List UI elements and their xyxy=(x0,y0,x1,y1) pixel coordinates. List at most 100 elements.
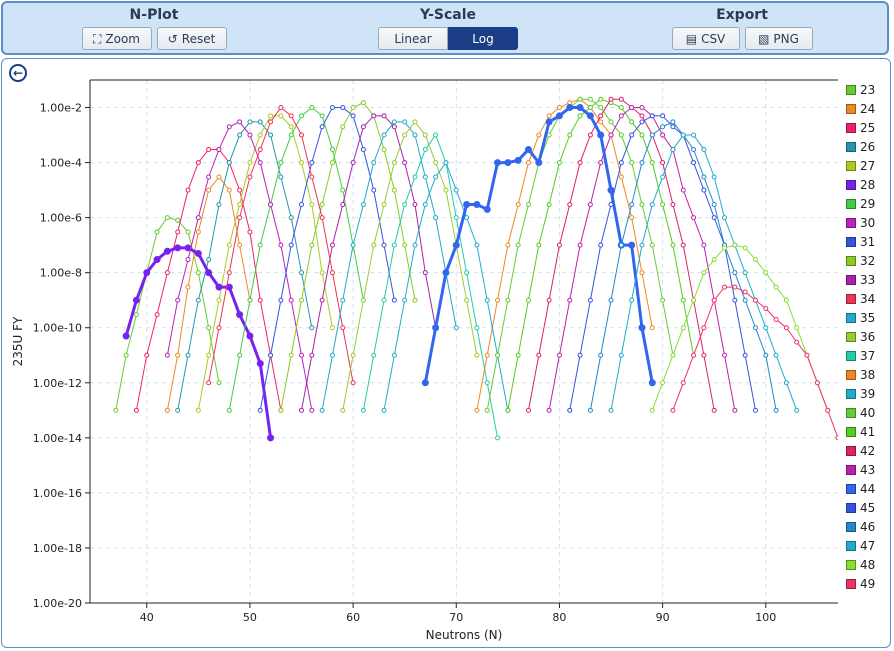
legend-item-35[interactable]: 35 xyxy=(846,308,886,327)
legend-label: 35 xyxy=(860,310,876,325)
series-line-37 xyxy=(362,133,499,438)
legend-item-43[interactable]: 43 xyxy=(846,460,886,479)
export-title: Export xyxy=(716,7,768,23)
legend-label: 37 xyxy=(860,348,876,363)
series-line-35 xyxy=(321,121,457,411)
legend-item-27[interactable]: 27 xyxy=(846,156,886,175)
data-point xyxy=(175,297,181,303)
y-tick-label: 1.00e-14 xyxy=(33,432,82,445)
data-point xyxy=(660,201,666,207)
legend-item-41[interactable]: 41 xyxy=(846,422,886,441)
data-point xyxy=(319,113,325,119)
reset-button[interactable]: ↺ Reset xyxy=(156,27,227,50)
data-point xyxy=(122,332,130,340)
data-point xyxy=(556,352,562,358)
data-point xyxy=(329,105,335,111)
file-icon: ▤ xyxy=(685,31,698,46)
data-point xyxy=(814,380,820,386)
legend-item-25[interactable]: 25 xyxy=(846,118,886,137)
data-point xyxy=(205,269,213,277)
data-point xyxy=(649,242,655,248)
data-point xyxy=(206,257,212,263)
data-point xyxy=(639,160,645,166)
legend-item-26[interactable]: 26 xyxy=(846,137,886,156)
legend-item-36[interactable]: 36 xyxy=(846,327,886,346)
legend-item-37[interactable]: 37 xyxy=(846,346,886,365)
data-point xyxy=(329,325,335,331)
legend-item-28[interactable]: 28 xyxy=(846,175,886,194)
data-point xyxy=(154,229,160,235)
data-point xyxy=(371,187,377,193)
data-point xyxy=(319,201,325,207)
linear-button[interactable]: Linear xyxy=(378,27,448,50)
reset-label: Reset xyxy=(181,31,216,46)
legend-swatch xyxy=(846,84,856,95)
legend-label: 26 xyxy=(860,139,876,154)
data-point xyxy=(329,270,335,276)
data-point xyxy=(608,96,614,102)
legend-swatch xyxy=(846,578,856,589)
legend-item-46[interactable]: 46 xyxy=(846,517,886,536)
legend-item-29[interactable]: 29 xyxy=(846,194,886,213)
legend-item-40[interactable]: 40 xyxy=(846,403,886,422)
data-point xyxy=(412,174,418,180)
legend-item-48[interactable]: 48 xyxy=(846,555,886,574)
legend-item-30[interactable]: 30 xyxy=(846,213,886,232)
legend-item-44[interactable]: 44 xyxy=(846,479,886,498)
zoom-button[interactable]: ⛶ Zoom xyxy=(81,27,152,50)
data-point xyxy=(412,132,418,138)
legend: 23 24 25 26 27 28 29 30 31 32 33 34 35 36 37 38 39 40 41 42… xyxy=(846,80,886,593)
data-point xyxy=(732,242,738,248)
y-tick-label: 1.00e-12 xyxy=(33,377,82,390)
legend-item-24[interactable]: 24 xyxy=(846,99,886,118)
data-point xyxy=(206,174,212,180)
legend-item-39[interactable]: 39 xyxy=(846,384,886,403)
data-point xyxy=(433,174,439,180)
legend-item-32[interactable]: 32 xyxy=(846,251,886,270)
legend-swatch xyxy=(846,217,856,228)
data-point xyxy=(175,217,181,223)
data-point xyxy=(639,113,645,119)
data-point xyxy=(701,242,707,248)
legend-label: 25 xyxy=(860,120,876,135)
data-point xyxy=(742,352,748,358)
data-point xyxy=(453,215,459,221)
legend-item-34[interactable]: 34 xyxy=(846,289,886,308)
csv-button[interactable]: ▤ CSV xyxy=(671,27,740,50)
legend-label: 36 xyxy=(860,329,876,344)
data-point xyxy=(216,297,222,303)
legend-item-42[interactable]: 42 xyxy=(846,441,886,460)
legend-item-45[interactable]: 45 xyxy=(846,498,886,517)
data-point xyxy=(701,146,707,152)
data-point xyxy=(268,352,274,358)
legend-item-33[interactable]: 33 xyxy=(846,270,886,289)
data-point xyxy=(299,297,305,303)
data-point xyxy=(587,201,593,207)
data-point xyxy=(464,270,470,276)
data-point xyxy=(536,132,542,138)
data-point xyxy=(618,242,624,248)
data-point xyxy=(247,160,253,166)
log-button[interactable]: Log xyxy=(448,27,518,50)
data-point xyxy=(216,174,222,180)
data-point xyxy=(515,352,521,358)
data-point xyxy=(288,352,294,358)
legend-item-47[interactable]: 47 xyxy=(846,536,886,555)
data-point xyxy=(185,229,191,235)
legend-item-23[interactable]: 23 xyxy=(846,80,886,99)
series-36 xyxy=(340,119,480,413)
back-arrow-icon[interactable]: ← xyxy=(9,64,27,82)
series-48 xyxy=(649,242,831,413)
export-group: Export ▤ CSV ▧ PNG xyxy=(667,5,817,50)
png-label: PNG xyxy=(773,31,799,46)
data-point xyxy=(515,242,521,248)
legend-item-49[interactable]: 49 xyxy=(846,574,886,593)
legend-item-31[interactable]: 31 xyxy=(846,232,886,251)
legend-item-38[interactable]: 38 xyxy=(846,365,886,384)
png-button[interactable]: ▧ PNG xyxy=(744,27,813,50)
legend-swatch xyxy=(846,179,856,190)
data-point xyxy=(226,124,232,130)
data-point xyxy=(576,104,584,112)
data-point xyxy=(268,113,274,119)
data-point xyxy=(164,215,170,221)
